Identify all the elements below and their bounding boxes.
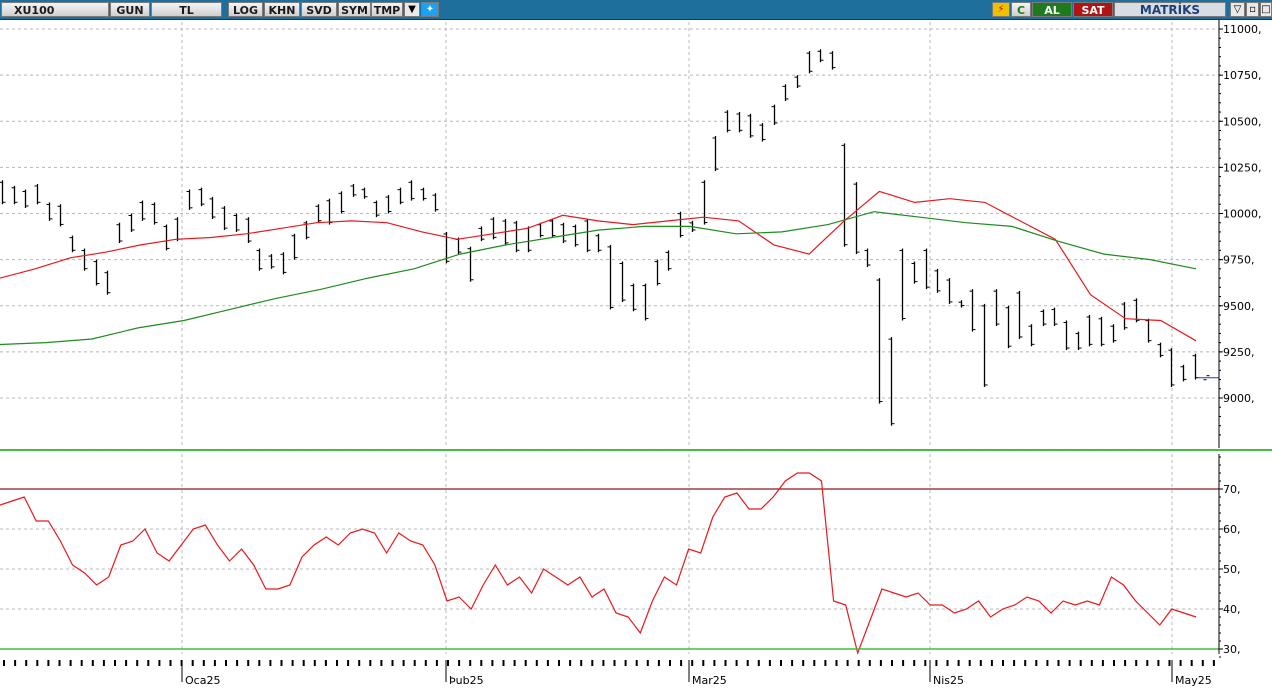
lightning-icon[interactable]: ⚡ — [992, 2, 1010, 17]
symbol-selector[interactable]: XU100 — [1, 2, 109, 17]
sell-button[interactable]: SAT — [1073, 2, 1113, 17]
price-tick-label: 10750, — [1223, 69, 1262, 82]
osc-tick-label: 50, — [1223, 563, 1241, 576]
matriks-brand-button[interactable]: MATRİKS — [1114, 2, 1226, 17]
month-label: Oca25 — [185, 674, 220, 687]
osc-tick-label: 70, — [1223, 483, 1241, 496]
period-button[interactable]: GUN — [110, 2, 150, 17]
oscillator-panel — [0, 472, 1219, 656]
osc-tick-label: 40, — [1223, 603, 1241, 616]
osc-tick-label: 60, — [1223, 523, 1241, 536]
svd-button[interactable]: SVD — [301, 2, 337, 17]
price-tick-label: 10250, — [1223, 161, 1262, 174]
log-button[interactable]: LOG — [228, 2, 263, 17]
grid-lines — [0, 22, 1219, 654]
month-label: Mar25 — [692, 674, 727, 687]
short-moving-average-line — [0, 190, 1197, 342]
collapse-icon[interactable]: ▽ — [1230, 2, 1245, 17]
month-label: Þub25 — [449, 674, 484, 687]
chart-area[interactable]: 11000, 10750, 10500, 10250, 10000, 9750, 9500,… — [0, 20, 1272, 690]
price-tick-label: 11000, — [1223, 23, 1262, 36]
sym-button[interactable]: SYM — [338, 2, 371, 17]
axes: 11000, 10750, 10500, 10250, 10000, 9750, 9500,… — [0, 20, 1272, 687]
currency-button[interactable]: TL — [151, 2, 222, 17]
oscillator-line — [0, 472, 1197, 656]
price-tick-label: 9250, — [1223, 346, 1255, 359]
refresh-icon[interactable]: C — [1011, 2, 1031, 17]
buy-button[interactable]: AL — [1032, 2, 1072, 17]
price-tick-label: 9750, — [1223, 254, 1255, 267]
dropdown-arrow-icon[interactable]: ▼ — [404, 2, 420, 17]
price-tick-label: 10000, — [1223, 208, 1262, 221]
month-label: Nis25 — [933, 674, 964, 687]
month-label: May25 — [1175, 674, 1212, 687]
osc-tick-label: 30, — [1223, 643, 1241, 656]
twitter-bird-icon[interactable]: ✦ — [421, 2, 439, 17]
price-tick-label: 9500, — [1223, 300, 1255, 313]
minimize-icon[interactable]: ▫ — [1246, 2, 1259, 17]
price-tick-label: 9000, — [1223, 392, 1255, 405]
khn-button[interactable]: KHN — [264, 2, 300, 17]
long-moving-average-line — [0, 211, 1197, 346]
chart-toolbar: XU100 GUN TL LOG KHN SVD SYM TMP ▼ ✦ ⚡ C… — [0, 0, 1272, 20]
tmp-button[interactable]: TMP — [371, 2, 403, 17]
price-panel — [0, 49, 1219, 426]
price-tick-label: 10500, — [1223, 115, 1262, 128]
maximize-icon[interactable]: □ — [1260, 2, 1272, 17]
